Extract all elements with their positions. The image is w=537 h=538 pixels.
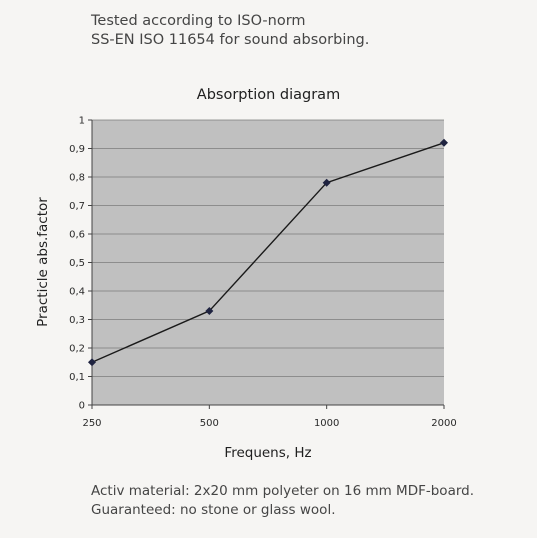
y-tick-label: 0,2: [69, 344, 85, 355]
x-axis-label: Frequens, Hz: [224, 445, 311, 461]
x-tick-label: 250: [82, 418, 101, 429]
y-tick-label: 0,4: [69, 287, 85, 298]
intro-text: Tested according to ISO-norm SS-EN ISO 1…: [91, 12, 511, 50]
footer-text: Activ material: 2x20 mm polyeter on 16 m…: [91, 482, 531, 520]
plot-area: [92, 120, 444, 405]
x-tick-label: 500: [200, 418, 219, 429]
chart-title: Absorption diagram: [196, 87, 341, 103]
footer-line-1: Activ material: 2x20 mm polyeter on 16 m…: [91, 483, 475, 499]
y-tick-label: 0,7: [69, 201, 85, 212]
series-line: [91, 142, 445, 363]
y-tick-label: 1: [79, 116, 85, 127]
y-tick-label: 0,1: [69, 372, 85, 383]
intro-line-1: Tested according to ISO-norm: [91, 13, 306, 29]
y-axis-label: Practicle abs.factor: [35, 197, 51, 327]
y-tick-label: 0,6: [69, 230, 85, 241]
data-point-diamond: [205, 306, 214, 315]
gridlines: [92, 119, 444, 377]
y-tick-label: 0,3: [69, 315, 85, 326]
y-tick-label: 0,8: [69, 173, 85, 184]
x-tick-label: 2000: [431, 418, 456, 429]
data-point-diamond: [322, 178, 331, 187]
y-tick-label: 0,9: [69, 144, 85, 155]
y-tick-labels: 0 0,1 0,2 0,3 0,4 0,5 0,6 0,7 0,8 0,9 1: [69, 116, 92, 412]
x-tick-label: 1000: [314, 418, 339, 429]
intro-line-2: SS-EN ISO 11654 for sound absorbing.: [91, 32, 370, 48]
y-tick-label: 0: [79, 401, 85, 412]
data-point-diamond: [88, 358, 96, 367]
y-tick-label: 0,5: [69, 258, 85, 269]
data-point-diamond: [440, 138, 448, 147]
series-markers: [88, 138, 448, 367]
footer-line-2: Guaranteed: no stone or glass wool.: [91, 502, 336, 518]
x-tick-labels: 250 500 1000 2000: [82, 405, 457, 429]
